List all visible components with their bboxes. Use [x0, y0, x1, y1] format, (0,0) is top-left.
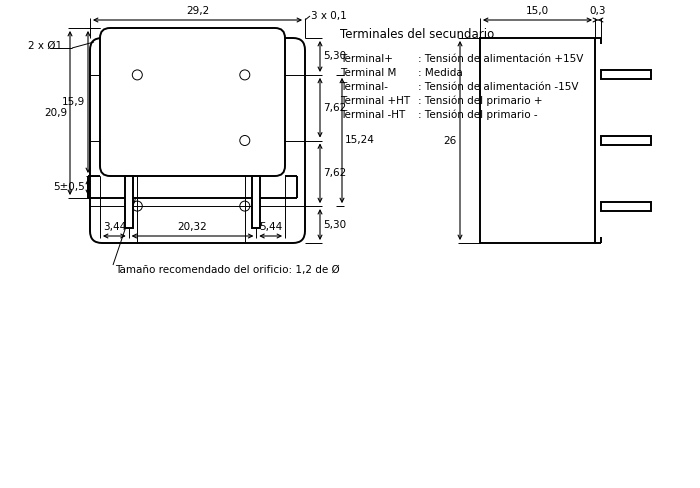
Text: 0,3: 0,3: [589, 6, 606, 16]
Bar: [252, 176, 260, 228]
Text: Terminales del secundario: Terminales del secundario: [340, 28, 494, 41]
Text: 7,62: 7,62: [323, 102, 346, 113]
Text: 2 x Ø1: 2 x Ø1: [28, 41, 62, 51]
Text: : Tensión de alimentación -15V: : Tensión de alimentación -15V: [418, 82, 578, 92]
Text: : Tensión del primario -: : Tensión del primario -: [418, 110, 538, 121]
Text: 15,9: 15,9: [62, 97, 85, 107]
Text: 5,44: 5,44: [259, 222, 282, 232]
Text: 5,30: 5,30: [323, 220, 346, 229]
Text: 20,32: 20,32: [178, 222, 207, 232]
Text: 3,44: 3,44: [103, 222, 126, 232]
Text: : Tensión de alimentación +15V: : Tensión de alimentación +15V: [418, 54, 583, 64]
Text: : Tensión del primario +: : Tensión del primario +: [418, 96, 542, 106]
Text: 5±0,5: 5±0,5: [53, 182, 85, 192]
Text: 5,30: 5,30: [323, 51, 346, 61]
Text: : Medida: : Medida: [418, 68, 463, 78]
Text: Terminal +HT: Terminal +HT: [340, 96, 410, 106]
Text: 15,24: 15,24: [345, 136, 375, 145]
Text: 3 x 0,1: 3 x 0,1: [311, 11, 346, 21]
FancyBboxPatch shape: [90, 38, 305, 243]
Text: 15,0: 15,0: [526, 6, 549, 16]
Text: 7,62: 7,62: [323, 168, 346, 178]
Bar: [601, 70, 651, 80]
Text: 20,9: 20,9: [44, 108, 67, 118]
Text: Terminal+: Terminal+: [340, 54, 406, 64]
FancyBboxPatch shape: [100, 28, 285, 176]
Bar: [601, 136, 651, 145]
Text: Terminal-: Terminal-: [340, 82, 401, 92]
Bar: [480, 38, 595, 243]
Text: Terminal M: Terminal M: [340, 68, 403, 78]
Text: Terminal -HT: Terminal -HT: [340, 110, 409, 120]
Bar: [125, 176, 133, 228]
Text: 29,2: 29,2: [186, 6, 209, 16]
Text: Tamaño recomendado del orificio: 1,2 de Ø: Tamaño recomendado del orificio: 1,2 de …: [115, 265, 340, 275]
Text: 26: 26: [444, 136, 457, 145]
Bar: [601, 202, 651, 211]
